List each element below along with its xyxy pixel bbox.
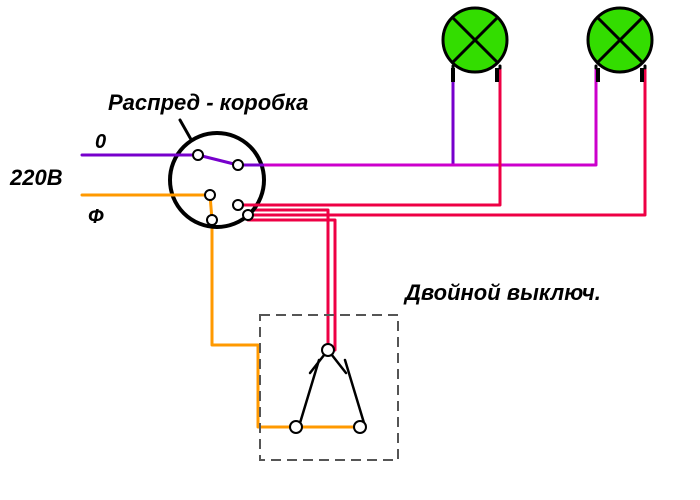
switch-terminal-common <box>322 344 334 356</box>
wire-neutral_out2 <box>238 68 596 165</box>
wire-phase_to_sw <box>212 220 296 427</box>
junction-terminal-3 <box>233 200 243 210</box>
wire-neutral_out1 <box>238 68 453 165</box>
label-voltage: 220В <box>9 165 63 190</box>
junction-terminal-4 <box>243 210 253 220</box>
label-neutral: 0 <box>95 131 106 153</box>
junction-terminal-2 <box>205 190 215 200</box>
wires <box>82 66 645 427</box>
wire-sw_blade2 <box>345 360 364 423</box>
junction-terminal-5 <box>207 215 217 225</box>
label-double-switch: Двойной выключ. <box>403 280 601 305</box>
lamp-1 <box>588 8 652 82</box>
wire-sw_out1 <box>238 205 328 350</box>
wire-sw_out2 <box>248 215 335 350</box>
lamp-0 <box>443 8 507 82</box>
switch-terminal-1 <box>354 421 366 433</box>
junction-terminal-1 <box>233 160 243 170</box>
switch-terminal-0 <box>290 421 302 433</box>
wiring-diagram: 220В 0 Ф Распред - коробка Двойной выключ. <box>0 0 700 500</box>
label-phase: Ф <box>88 206 104 228</box>
wire-sw_blade1 <box>300 360 319 423</box>
junction-terminal-0 <box>193 150 203 160</box>
label-junction-box: Распред - коробка <box>108 90 308 115</box>
wire-load1 <box>238 68 500 205</box>
